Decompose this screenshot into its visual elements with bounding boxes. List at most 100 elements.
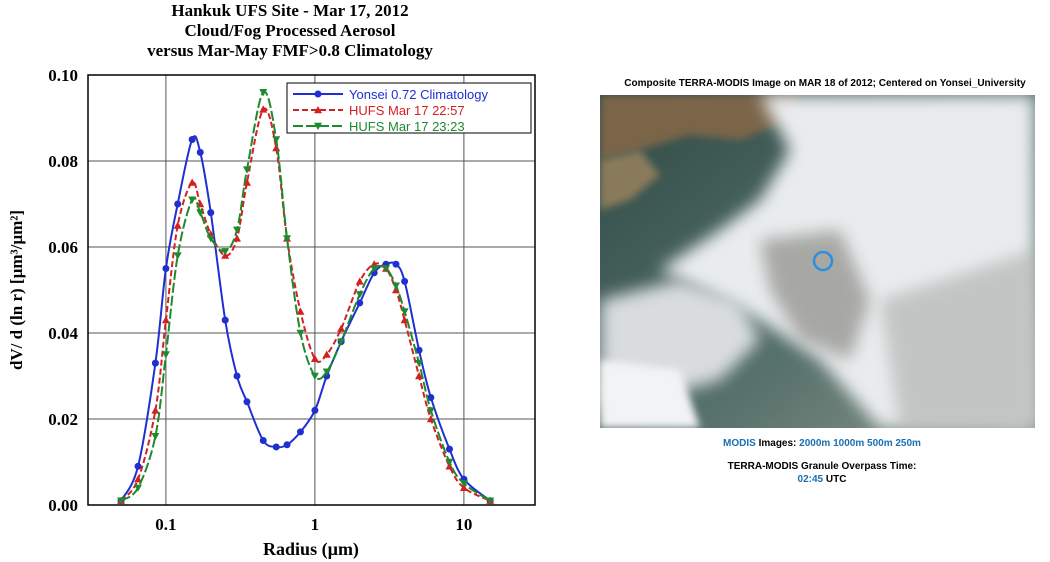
x-tick-label: 0.1 [155, 515, 176, 534]
y-tick-label: 0.02 [48, 410, 78, 429]
y-tick-label: 0.08 [48, 152, 78, 171]
y-tick-label: 0.06 [48, 238, 78, 257]
marker [310, 372, 319, 380]
marker [337, 324, 346, 332]
overpass-time: 02:45 UTC [798, 474, 847, 485]
marker [486, 497, 495, 505]
overpass-zone: UTC [826, 474, 847, 485]
legend-box [286, 82, 532, 134]
marker [242, 166, 251, 174]
marker [259, 105, 268, 113]
chart-title: Hankuk UFS Site - Mar 17, 2012 [171, 1, 408, 20]
marker [322, 368, 331, 376]
legend-marker [314, 106, 322, 114]
marker [427, 394, 435, 401]
marker [272, 136, 281, 144]
series-line [120, 135, 491, 502]
marker [117, 497, 126, 505]
marker [259, 89, 268, 97]
marker [134, 475, 143, 483]
marker [161, 351, 170, 359]
marker [134, 462, 142, 470]
x-axis-label: Radius (µm) [263, 539, 359, 560]
marker [355, 291, 364, 299]
marker [272, 144, 281, 152]
satellite-image [600, 95, 1035, 428]
marker [356, 299, 364, 307]
plot-frame [87, 74, 536, 506]
marker [196, 148, 204, 156]
marker [173, 221, 182, 229]
resolution-link[interactable]: 250m [895, 438, 921, 449]
marker [322, 350, 331, 358]
marker [233, 372, 241, 380]
marker [382, 265, 390, 273]
resolution-link[interactable]: 2000m [799, 438, 830, 449]
x-tick-label: 1 [311, 515, 320, 534]
y-tick-label: 0.04 [48, 324, 78, 343]
images-source: MODIS [723, 438, 756, 449]
marker [243, 398, 251, 406]
marker [311, 406, 319, 414]
y-tick-label: 0.10 [48, 66, 78, 85]
marker [283, 235, 292, 243]
marker [400, 308, 409, 316]
marker [221, 248, 230, 256]
images-word: Images: [759, 438, 797, 449]
marker [151, 406, 160, 414]
chart-title: Cloud/Fog Processed Aerosol [185, 21, 396, 40]
series-line [120, 90, 491, 502]
marker [151, 433, 160, 441]
overpass-time-value: 02:45 [798, 474, 824, 485]
marker [151, 359, 159, 367]
marker [310, 354, 319, 362]
series-line [120, 107, 491, 502]
resolution-link[interactable]: 1000m [833, 438, 864, 449]
legend-label: HUFS Mar 17 23:23 [349, 119, 465, 134]
image-resolutions: MODIS Images: 2000m 1000m 500m 250m [723, 438, 921, 449]
marker [188, 178, 197, 186]
marker [459, 480, 468, 488]
marker [259, 437, 267, 444]
marker [296, 307, 305, 315]
marker [296, 428, 304, 436]
marker [188, 196, 197, 204]
resolution-link[interactable]: 500m [867, 438, 893, 449]
legend-label: HUFS Mar 17 22:57 [349, 103, 465, 118]
marker [392, 260, 400, 268]
overpass-label: TERRA-MODIS Granule Overpass Time: [728, 461, 917, 472]
chart: Hankuk UFS Site - Mar 17, 2012Cloud/Fog … [7, 1, 536, 560]
marker [174, 200, 182, 208]
marker [233, 226, 241, 234]
marker [401, 277, 409, 285]
marker [445, 458, 454, 466]
marker [221, 316, 229, 324]
marker [162, 265, 170, 272]
chart-title: versus Mar-May FMF>0.8 Climatology [147, 41, 433, 60]
marker [134, 484, 143, 492]
marker [207, 209, 215, 217]
image-title: Composite TERRA-MODIS Image on MAR 18 of… [624, 78, 1026, 89]
legend-marker [314, 122, 322, 130]
marker [355, 277, 364, 285]
marker [415, 346, 423, 354]
marker [426, 407, 435, 415]
marker [296, 329, 305, 337]
y-tick-label: 0.00 [48, 496, 78, 515]
marker [161, 316, 170, 324]
legend-marker [314, 90, 322, 98]
marker [337, 338, 346, 346]
marker [196, 209, 205, 217]
marker [173, 252, 182, 260]
marker [445, 445, 453, 453]
marker [272, 443, 280, 451]
marker [426, 415, 435, 423]
marker [370, 265, 379, 273]
marker [233, 234, 241, 242]
legend-label: Yonsei 0.72 Climatology [349, 87, 488, 102]
marker [188, 136, 196, 143]
marker [206, 235, 215, 243]
y-axis-label: dV/ d (ln r) [µm³/µm²] [7, 210, 26, 370]
